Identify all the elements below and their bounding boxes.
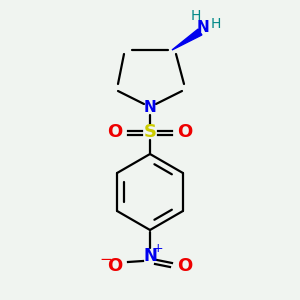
- Text: H: H: [191, 9, 201, 23]
- Polygon shape: [172, 29, 202, 50]
- Text: O: O: [107, 257, 123, 275]
- Text: N: N: [144, 100, 156, 116]
- Text: H: H: [211, 17, 221, 31]
- Text: −: −: [100, 253, 112, 268]
- Text: O: O: [177, 123, 193, 141]
- Text: O: O: [107, 123, 123, 141]
- Text: +: +: [153, 242, 163, 256]
- Text: S: S: [143, 123, 157, 141]
- Text: O: O: [177, 257, 193, 275]
- Text: N: N: [196, 20, 209, 34]
- Text: N: N: [143, 247, 157, 265]
